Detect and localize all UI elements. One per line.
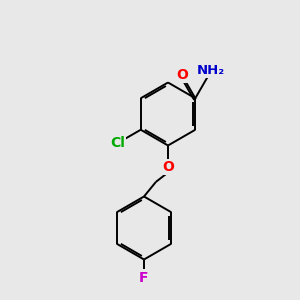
- Text: Cl: Cl: [110, 136, 125, 150]
- Text: O: O: [177, 68, 188, 82]
- Text: NH₂: NH₂: [196, 64, 224, 77]
- Text: O: O: [162, 160, 174, 174]
- Text: F: F: [139, 271, 149, 284]
